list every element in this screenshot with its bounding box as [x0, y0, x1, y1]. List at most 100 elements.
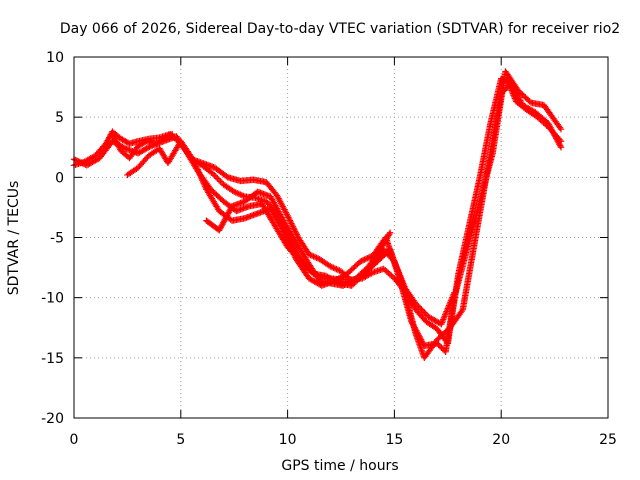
data-point [208, 169, 215, 176]
series-track-d [188, 156, 458, 328]
series-track-f [109, 130, 176, 162]
data-point [415, 303, 422, 310]
chart-title: Day 066 of 2026, Sidereal Day-to-day VTE… [60, 21, 620, 37]
x-tick-label: 20 [492, 432, 510, 448]
data-point [343, 273, 351, 280]
data-point [197, 172, 204, 179]
x-tick-label: 25 [599, 432, 617, 448]
data-point [215, 176, 223, 184]
data-point [365, 254, 372, 261]
data-point [359, 257, 367, 264]
data-point [217, 178, 224, 185]
data-points [70, 68, 565, 362]
data-point [333, 265, 340, 273]
data-point [231, 188, 238, 195]
data-point [557, 126, 565, 133]
data-point [416, 304, 424, 312]
data-point [308, 252, 316, 259]
data-point [232, 189, 239, 196]
data-point [331, 265, 339, 272]
data-point [201, 183, 209, 190]
y-tick-label: -20 [41, 411, 64, 427]
data-point [386, 271, 394, 278]
data-point [451, 289, 458, 297]
data-point [380, 265, 387, 272]
data-point [200, 180, 207, 187]
data-point [413, 301, 421, 309]
data-point [223, 173, 230, 180]
y-tick-label: 0 [55, 170, 64, 186]
data-point [198, 175, 205, 182]
data-point [194, 166, 201, 173]
data-point [237, 191, 244, 198]
data-point [196, 170, 203, 178]
data-point [77, 159, 85, 166]
data-point [337, 267, 345, 275]
data-point [383, 268, 390, 275]
axis-ticks: 0 5 10 15 20 25 -20 -15 -10 -5 0 5 10 [41, 50, 617, 448]
data-point [422, 310, 429, 318]
data-point [388, 272, 395, 279]
data-point [75, 158, 82, 165]
data-point [358, 257, 365, 265]
data-point [197, 174, 205, 181]
y-tick-label: -15 [41, 351, 64, 367]
data-point [339, 269, 346, 276]
data-point [386, 229, 394, 236]
y-tick-label: 5 [55, 110, 64, 126]
series-track-e [203, 188, 394, 289]
data-point [386, 230, 393, 238]
data-point [361, 256, 368, 263]
data-point [418, 306, 425, 313]
x-tick-label: 10 [279, 432, 297, 448]
data-point [557, 142, 564, 149]
data-point [167, 131, 175, 139]
x-tick-label: 15 [385, 432, 403, 448]
y-tick-label: -5 [50, 231, 64, 247]
series-track-a [70, 75, 565, 347]
data-point [199, 177, 206, 184]
data-point [235, 190, 242, 198]
data-point [79, 160, 86, 167]
data-point [436, 343, 444, 350]
data-point [412, 300, 419, 307]
data-point [310, 253, 317, 260]
data-point [366, 253, 374, 261]
data-point [311, 253, 319, 261]
data-point [330, 264, 337, 271]
data-point [313, 254, 320, 261]
data-point [238, 192, 246, 199]
data-point [385, 269, 392, 277]
data-point [362, 255, 370, 263]
x-axis-label: GPS time / hours [281, 458, 398, 474]
data-point [433, 340, 441, 347]
data-point [307, 251, 314, 259]
data-point [458, 308, 465, 315]
y-tick-label: 10 [46, 50, 64, 66]
data-point [169, 130, 176, 138]
data-point [199, 178, 207, 185]
data-point [368, 270, 375, 277]
data-point [342, 272, 349, 279]
x-tick-label: 0 [70, 432, 79, 448]
data-point [328, 263, 336, 271]
data-point [195, 167, 202, 175]
data-point [364, 255, 371, 262]
data-point [382, 266, 389, 274]
data-point [327, 263, 334, 270]
data-point [435, 341, 442, 348]
y-axis-label: SDTVAR / TECUs [6, 181, 22, 296]
data-point [421, 309, 428, 316]
data-point [340, 270, 348, 278]
data-point [334, 266, 342, 274]
data-point [73, 157, 81, 164]
data-point [193, 163, 200, 170]
data-point [234, 189, 241, 197]
y-tick-label: -10 [41, 291, 64, 307]
x-tick-label: 5 [176, 432, 185, 448]
data-point [76, 158, 83, 166]
data-point [193, 164, 201, 172]
data-point [195, 169, 203, 176]
data-point [212, 173, 220, 181]
